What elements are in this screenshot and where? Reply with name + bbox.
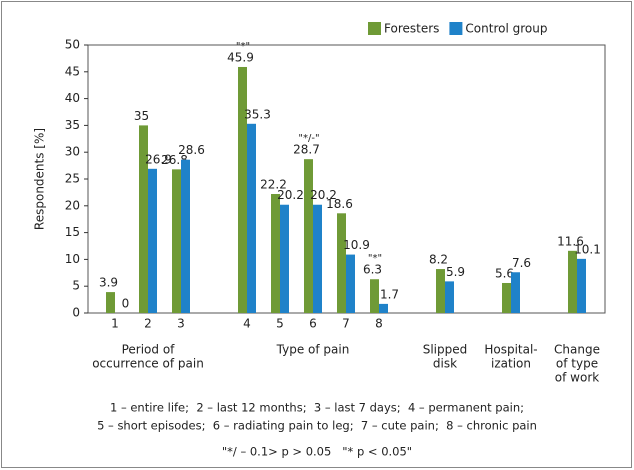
x-category-label: Change	[554, 343, 600, 357]
value-label: 22.2	[260, 178, 287, 192]
legend-label: Control group	[465, 22, 547, 36]
x-tick-label: 2	[144, 317, 152, 331]
x-category-label: Hospital-	[484, 343, 537, 357]
value-label: 20.2	[310, 188, 337, 202]
value-label: 35.3	[244, 107, 271, 121]
value-label: 5.9	[446, 265, 465, 279]
value-label: 10.9	[343, 238, 370, 252]
footnote: "*/ – 0.1> p > 0.05 "* p < 0.05"	[222, 445, 412, 459]
legend-swatch	[368, 22, 381, 35]
legend-swatch	[449, 22, 463, 35]
bar	[247, 123, 256, 314]
footnote: 1 – entire life; 2 – last 12 months; 3 –…	[110, 401, 524, 415]
footnote: 5 – short episodes; 6 – radiating pain t…	[97, 419, 537, 433]
x-category-label: disk	[433, 357, 457, 371]
bar	[304, 159, 313, 313]
y-tick-label: 30	[65, 145, 80, 159]
bar	[436, 269, 445, 313]
value-label: 1.7	[380, 287, 399, 301]
y-tick-label: 20	[65, 198, 80, 212]
value-label: 3.9	[99, 276, 118, 290]
y-tick-label: 50	[65, 38, 80, 52]
value-label: 20.2	[277, 188, 304, 202]
y-tick-label: 5	[72, 279, 80, 293]
value-label: 8.2	[429, 253, 448, 267]
bar	[139, 125, 148, 314]
bar	[577, 258, 586, 313]
bar	[502, 282, 511, 313]
bar	[379, 303, 388, 313]
y-tick-label: 45	[65, 64, 80, 78]
x-tick-label: 7	[342, 317, 350, 331]
x-category-label: Slipped	[423, 343, 468, 357]
x-tick-label: 6	[309, 317, 317, 331]
group-label: occurrence of pain	[92, 357, 204, 371]
bar	[106, 292, 115, 313]
x-category-label: ization	[491, 357, 531, 371]
y-axis-label: Respondents [%]	[33, 128, 47, 230]
bar	[172, 169, 181, 313]
value-label: 28.7	[293, 143, 320, 157]
value-label: 6.3	[363, 263, 382, 277]
bar	[238, 66, 247, 313]
value-label: 0	[122, 297, 130, 311]
bar	[445, 281, 454, 313]
x-tick-label: 4	[243, 317, 251, 331]
y-tick-label: 25	[65, 172, 80, 186]
x-tick-label: 3	[177, 317, 185, 331]
bar	[346, 254, 355, 313]
group-label: Period of	[122, 343, 176, 357]
legend-label: Foresters	[384, 22, 439, 36]
x-tick-label: 5	[276, 317, 284, 331]
value-label: 11.6	[557, 234, 584, 248]
bar	[370, 279, 379, 313]
x-tick-label: 1	[111, 317, 119, 331]
y-tick-label: 0	[72, 306, 80, 320]
bar	[313, 204, 322, 313]
value-label: 10.1	[574, 242, 601, 256]
value-label: 45.9	[227, 50, 254, 64]
bar	[181, 159, 190, 313]
bar	[337, 213, 346, 313]
bar	[511, 272, 520, 313]
bar	[568, 250, 577, 313]
value-label: 18.6	[326, 197, 353, 211]
y-tick-label: 10	[65, 252, 80, 266]
value-label: 5.6	[495, 266, 514, 280]
annotation: "*"	[236, 41, 250, 52]
annotation: "*/-"	[298, 133, 319, 144]
y-tick-label: 35	[65, 118, 80, 132]
x-category-label: of work	[555, 371, 599, 385]
value-label: 7.6	[512, 256, 531, 270]
bar	[271, 194, 280, 313]
annotation: "*"	[368, 253, 382, 264]
y-tick-label: 15	[65, 225, 80, 239]
value-label: 26.9	[145, 152, 172, 166]
y-tick-label: 40	[65, 91, 80, 105]
bar	[148, 168, 157, 313]
group-label: Type of pain	[276, 343, 350, 357]
x-tick-label: 8	[375, 317, 383, 331]
x-category-label: of type	[556, 357, 598, 371]
value-label: 35	[134, 109, 149, 123]
value-label: 28.6	[178, 143, 205, 157]
bar	[280, 204, 289, 313]
